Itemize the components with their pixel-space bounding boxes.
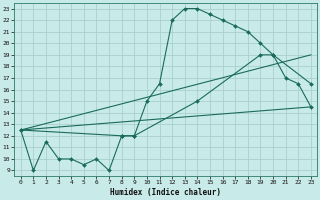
X-axis label: Humidex (Indice chaleur): Humidex (Indice chaleur)	[110, 188, 221, 197]
